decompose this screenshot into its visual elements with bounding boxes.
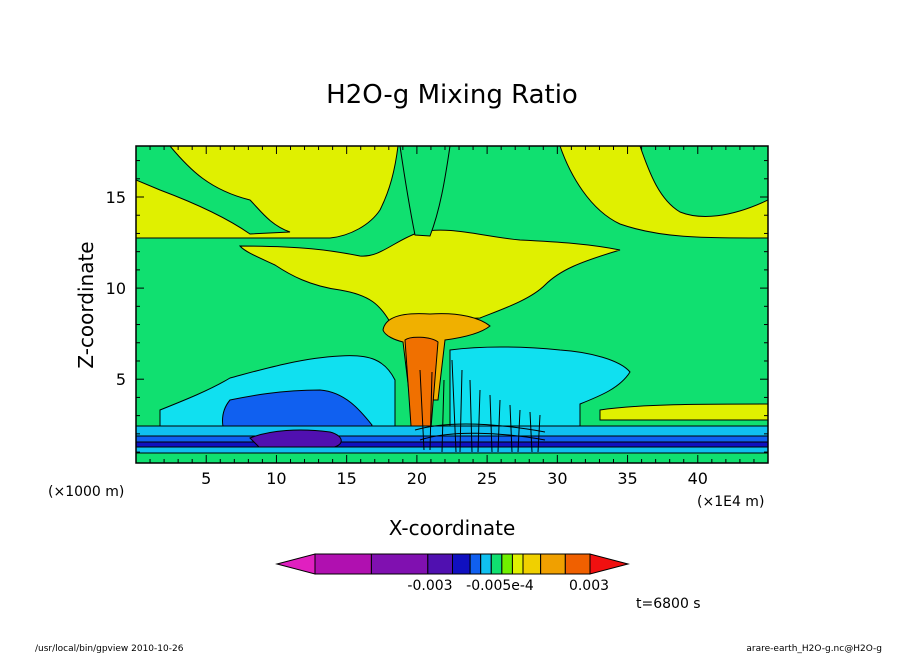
x-tick-label: 35 [617, 469, 637, 488]
x-tick-label: 25 [477, 469, 497, 488]
x-tick-label: 15 [336, 469, 356, 488]
x-axis: 5 10 15 20 25 30 35 40 [149, 146, 755, 488]
x-tick-label: 20 [407, 469, 427, 488]
x-unit-right: (×1E4 m) [697, 494, 764, 510]
x-axis-label: X-coordinate [389, 516, 516, 540]
colorbar-segment [427, 553, 454, 575]
colorbar [275, 553, 630, 575]
colorbar-segment [469, 553, 482, 575]
x-tick-label: 30 [547, 469, 567, 488]
y-tick-label: 5 [116, 370, 126, 389]
colorbar-labels: -0.003 -0.005e-4 0.003 [407, 578, 609, 594]
time-label: t=6800 s [636, 596, 701, 612]
colorbar-segment [511, 553, 524, 575]
y-tick-label: 15 [106, 188, 126, 207]
field-region-tongue [136, 146, 291, 235]
field-band-blue [136, 435, 768, 443]
x-unit-left: (×1000 m) [48, 484, 124, 500]
chart-title: H2O-g Mixing Ratio [326, 80, 578, 110]
field-region-core-deep [404, 336, 439, 441]
plot-area [136, 146, 768, 463]
x-tick-label: 40 [688, 469, 708, 488]
colorbar-segment [540, 553, 566, 575]
colorbar-arrow-right [589, 553, 630, 575]
colorbar-arrow-left [275, 553, 316, 575]
y-tick-label: 10 [106, 279, 126, 298]
field-turbulent-contours [414, 359, 546, 453]
y-axis-label: Z-coordinate [74, 241, 98, 368]
colorbar-segment [370, 553, 429, 575]
colorbar-segment [564, 553, 591, 575]
x-tick-label: 10 [266, 469, 286, 488]
field-region-tongue [639, 146, 768, 217]
colorbar-segment [314, 553, 372, 575]
x-tick-label: 5 [201, 469, 211, 488]
field-region-upper-left [136, 146, 399, 239]
colorbar-segment [452, 553, 471, 575]
footer-left: /usr/local/bin/gpview 2010-10-26 [35, 644, 184, 654]
field-region-lower-layer [449, 346, 631, 441]
colorbar-label: 0.003 [569, 578, 609, 594]
footer-right: arare-earth_H2O-g.nc@H2O-g [746, 644, 882, 654]
colorbar-label: -0.005e-4 [466, 578, 534, 594]
field-band-cyan-lower [136, 446, 768, 454]
colorbar-label: -0.003 [407, 578, 452, 594]
y-axis: 5 10 15 [106, 160, 768, 453]
colorbar-segment [490, 553, 503, 575]
colorbar-segment [480, 553, 492, 575]
colorbar-segment [522, 553, 542, 575]
field-band-green-bottom [136, 452, 768, 463]
colorbar-segment [501, 553, 513, 575]
field-band-darkblue [136, 441, 768, 448]
field-region-tongue [399, 146, 451, 237]
field-region-right-strip [599, 403, 768, 421]
field-region-anvil [238, 229, 621, 323]
plot-frame [135, 145, 769, 464]
